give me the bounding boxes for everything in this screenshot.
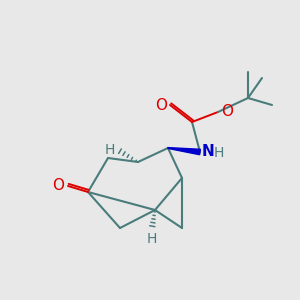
Text: O: O bbox=[155, 98, 167, 112]
Text: O: O bbox=[52, 178, 64, 194]
Text: H: H bbox=[105, 143, 115, 157]
Polygon shape bbox=[168, 148, 200, 155]
Text: N: N bbox=[202, 145, 215, 160]
Text: O: O bbox=[221, 104, 233, 119]
Text: H: H bbox=[214, 146, 224, 160]
Text: H: H bbox=[147, 232, 157, 246]
